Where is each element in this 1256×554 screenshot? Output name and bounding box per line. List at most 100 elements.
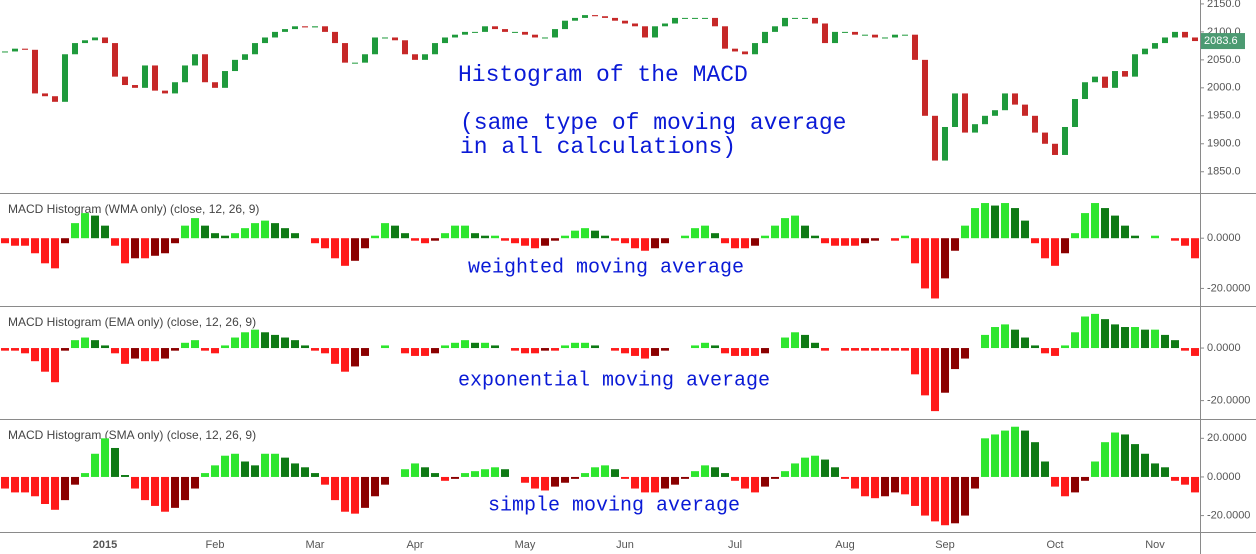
histogram-bar bbox=[591, 345, 599, 349]
candle bbox=[242, 54, 248, 60]
histogram-bar bbox=[641, 476, 649, 493]
y-tick-label: -20.0000 bbox=[1207, 395, 1250, 407]
histogram-bar bbox=[491, 235, 499, 239]
histogram-bar bbox=[171, 476, 179, 508]
histogram-bar bbox=[731, 238, 739, 249]
histogram-bar bbox=[531, 238, 539, 249]
histogram-bar bbox=[811, 455, 819, 477]
histogram-bar bbox=[111, 238, 119, 246]
histogram-bar bbox=[181, 225, 189, 239]
x-tick-label: Oct bbox=[1046, 539, 1063, 551]
candle bbox=[422, 54, 428, 60]
histogram-bar bbox=[761, 476, 769, 487]
histogram-bar bbox=[331, 238, 339, 259]
candle bbox=[1062, 126, 1068, 155]
y-tick-label: 1900.0 bbox=[1207, 138, 1241, 150]
candle bbox=[532, 34, 538, 38]
histogram-bar bbox=[711, 233, 719, 239]
candle bbox=[982, 115, 988, 125]
candle bbox=[352, 62, 358, 64]
candle bbox=[192, 54, 198, 66]
candle bbox=[992, 110, 998, 116]
histogram-bar bbox=[871, 238, 879, 241]
histogram-bar bbox=[971, 208, 979, 239]
candle bbox=[302, 26, 308, 28]
candle bbox=[272, 31, 278, 38]
candle bbox=[582, 15, 588, 18]
histogram-bar bbox=[81, 337, 89, 349]
y-tick-label: 2050.0 bbox=[1207, 54, 1241, 66]
candle bbox=[932, 115, 938, 161]
histogram-bar bbox=[991, 205, 999, 239]
histogram-bar bbox=[171, 238, 179, 244]
histogram-bar bbox=[1181, 476, 1189, 485]
histogram-bar bbox=[561, 345, 569, 349]
histogram-bar bbox=[31, 348, 39, 362]
candle bbox=[432, 43, 438, 55]
histogram-bar bbox=[231, 337, 239, 349]
candle bbox=[1122, 71, 1128, 77]
price-tag bbox=[1201, 33, 1245, 50]
histogram-bar bbox=[241, 461, 249, 477]
candle bbox=[692, 17, 698, 19]
candle bbox=[632, 23, 638, 27]
annotation: Histogram of the MACD bbox=[458, 62, 748, 88]
histogram-bar bbox=[1091, 461, 1099, 477]
candle bbox=[802, 17, 808, 19]
histogram-bar bbox=[451, 342, 459, 349]
histogram-bar bbox=[311, 348, 319, 351]
histogram-bar bbox=[241, 332, 249, 349]
histogram-bar bbox=[821, 238, 829, 244]
candle bbox=[1072, 99, 1078, 127]
candle bbox=[742, 51, 748, 55]
histogram-bar bbox=[521, 238, 529, 246]
histogram-bar bbox=[531, 476, 539, 489]
histogram-bar bbox=[321, 238, 329, 249]
histogram-bar bbox=[161, 476, 169, 512]
histogram-bar bbox=[71, 223, 79, 239]
price-tag-label: 2083.6 bbox=[1204, 35, 1238, 47]
histogram-bar bbox=[1181, 348, 1189, 351]
histogram-bar bbox=[471, 471, 479, 477]
histogram-bar bbox=[891, 476, 899, 493]
histogram-bar bbox=[351, 348, 359, 367]
histogram-bar bbox=[1131, 444, 1139, 477]
candle bbox=[612, 17, 618, 21]
candle bbox=[12, 48, 18, 52]
histogram-bar bbox=[1, 348, 9, 351]
candle bbox=[142, 65, 148, 88]
y-tick-label: 20.0000 bbox=[1207, 432, 1247, 444]
histogram-bar bbox=[661, 348, 669, 351]
histogram-bar bbox=[931, 476, 939, 522]
histogram-bar bbox=[111, 447, 119, 477]
candle bbox=[342, 43, 348, 63]
x-tick-label: Nov bbox=[1145, 539, 1165, 551]
histogram-bar bbox=[1011, 426, 1019, 477]
histogram-bar bbox=[551, 238, 559, 241]
candle bbox=[52, 96, 58, 102]
histogram-bar bbox=[1051, 476, 1059, 487]
candle bbox=[122, 76, 128, 86]
histogram-bar bbox=[981, 203, 989, 239]
histogram-bar bbox=[131, 476, 139, 489]
histogram-bar bbox=[11, 476, 19, 493]
candle bbox=[872, 34, 878, 38]
histogram-bar bbox=[261, 220, 269, 239]
candle bbox=[812, 17, 818, 24]
histogram-bar bbox=[1051, 348, 1059, 356]
histogram-bar bbox=[1121, 434, 1129, 477]
histogram-bar bbox=[161, 238, 169, 254]
histogram-bar bbox=[601, 465, 609, 477]
histogram-bar bbox=[981, 334, 989, 349]
histogram-bar bbox=[211, 233, 219, 239]
histogram-bar bbox=[201, 348, 209, 351]
histogram-bar bbox=[611, 469, 619, 477]
histogram-bar bbox=[651, 238, 659, 249]
histogram-bar bbox=[241, 228, 249, 239]
histogram-bar bbox=[261, 453, 269, 477]
histogram-bar bbox=[761, 235, 769, 239]
candle bbox=[462, 31, 468, 35]
histogram-bar bbox=[1011, 329, 1019, 349]
histogram-bar bbox=[961, 225, 969, 239]
histogram-bar bbox=[1101, 442, 1109, 477]
